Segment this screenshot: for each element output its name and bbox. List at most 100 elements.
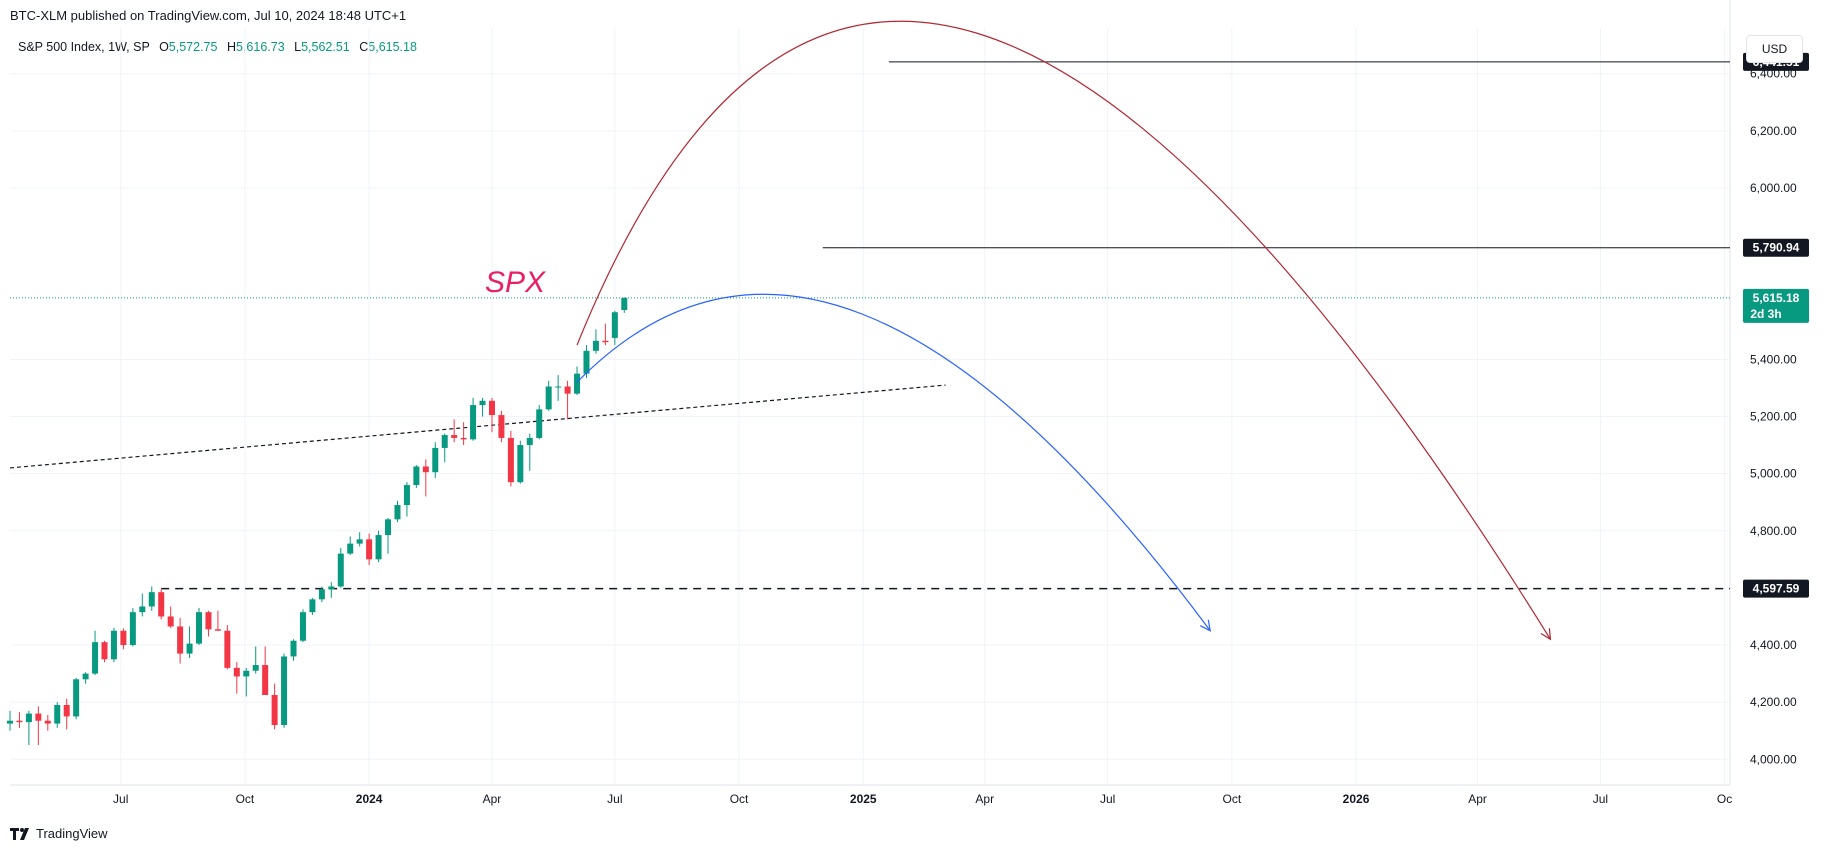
candle-body [262,665,269,696]
symbol-info: S&P 500 Index, 1W, SP O5,572.75 H5,616.7… [18,40,423,54]
candle [186,626,193,658]
candle [299,609,306,643]
candle-body [167,616,174,627]
candle [356,532,363,547]
candle [196,607,203,646]
countdown-label: 2d 3h [1750,307,1781,321]
candle-body [602,340,609,343]
candle-body [233,667,240,677]
candle [271,683,278,730]
candle-body [92,642,99,674]
candle [347,536,354,556]
open-label: O [159,40,169,54]
candle-body [35,713,42,721]
candle [243,667,250,697]
candle-body [16,720,23,723]
candle [35,706,42,746]
candle-body [422,466,429,473]
last-price-badge [1743,288,1809,323]
candle [602,323,609,346]
candle [148,586,155,611]
candle-body [545,386,552,410]
candle-body [385,519,392,536]
candle-body [44,720,51,724]
candle [318,586,325,603]
candle [7,710,13,731]
candle-body [347,543,354,554]
candle [224,625,231,670]
projection-curves [576,20,1552,641]
candle-body [328,586,335,590]
x-tick-label: Jul [113,792,128,806]
candle [451,419,458,443]
price-level-badge-label: 4,597.59 [1753,582,1800,596]
candle [101,640,108,663]
candle-body [110,630,117,660]
y-tick-label: 6,200.00 [1750,124,1797,138]
candle [167,606,174,628]
spx-annotation[interactable]: SPX [485,266,546,299]
candle-body [394,505,401,520]
candle [592,329,599,354]
candle [479,397,486,417]
candle-body [73,679,80,717]
candle [555,375,562,401]
candle [16,712,23,728]
candle-body [186,643,193,654]
candle-body [621,297,628,311]
candle [337,547,344,588]
candle-body [224,630,231,668]
y-tick-label: 5,400.00 [1750,352,1797,366]
candle-body [139,606,146,613]
candle-body [507,437,514,483]
candle-body [488,400,495,416]
candle-body [243,670,250,677]
y-tick-label: 5,200.00 [1750,409,1797,423]
candle [110,627,117,663]
candle-body [82,673,89,680]
price-axis: 4,000.00 4,200.00 4,400.00 4,800.00 5,000.00… [1750,67,1797,767]
candle-body [177,626,184,654]
candle [526,433,533,471]
x-tick-label: Oct [730,792,749,806]
candle [54,702,61,728]
x-tick-label: Apr [975,792,994,806]
time-axis: Jul Oct 2024 Apr Jul Oct 2025 Apr Jul Oct 2026 Apr J… [113,792,1732,806]
candle-body [7,720,13,724]
candle-body [536,409,543,438]
candle-body [120,630,127,646]
tradingview-logo-icon [10,827,29,840]
close-value: 5,615.18 [368,40,417,54]
candle-body [479,400,486,406]
candle [309,597,316,616]
candle-body [129,612,136,646]
blue-arrowhead [1199,619,1212,632]
candle-body [583,350,590,374]
low-label: L [294,40,302,54]
candle-body [451,435,458,438]
candle-body [25,713,32,723]
candle [25,710,32,746]
candle [214,610,221,631]
candle-body [196,612,203,644]
y-tick-label: 4,400.00 [1750,638,1797,652]
candle [262,646,269,696]
currency-button[interactable]: USD [1746,35,1803,63]
y-tick-label: 4,200.00 [1750,695,1797,709]
footer-brand[interactable]: TradingView [36,826,108,841]
x-tick-label: 2024 [356,792,383,806]
candle [328,582,335,598]
candle [385,517,392,554]
high-value: 5,616.73 [235,40,285,54]
x-tick-label: Oct [236,792,255,806]
candle [290,639,297,661]
x-tick-label: 2026 [1343,792,1370,806]
candle [281,653,288,728]
candle-body [309,599,316,613]
symbol-name[interactable]: S&P 500 Index, 1W, SP [18,40,150,54]
candle [507,430,514,487]
candle-body [517,445,524,483]
candle-body [214,629,221,631]
candle-body [611,312,618,338]
